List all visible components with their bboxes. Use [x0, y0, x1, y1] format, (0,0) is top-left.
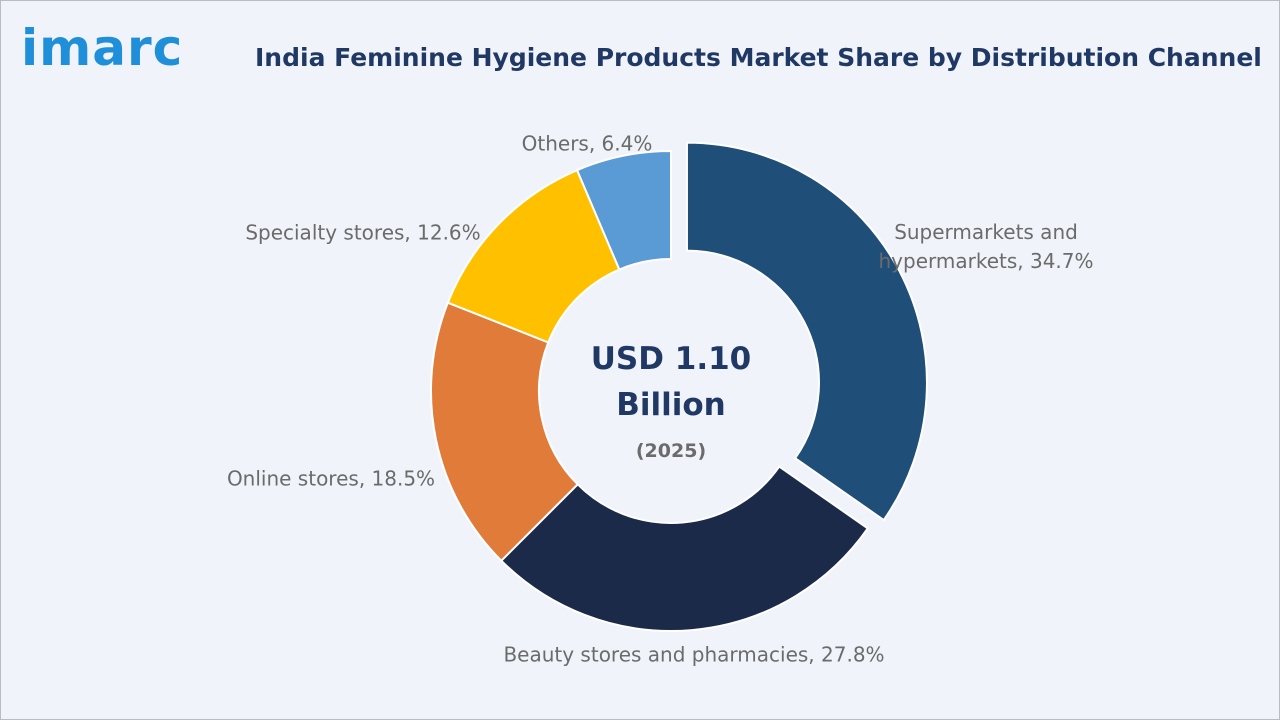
slice-label: Supermarkets and hypermarkets, 34.7% — [878, 220, 1094, 273]
center-subtext: (2025) — [635, 440, 707, 462]
logo: imarc — [21, 19, 184, 77]
center-label: USD 1.10 Billion (2025) — [571, 336, 771, 462]
slice-label: Online stores, 18.5% — [226, 466, 436, 491]
donut-slice — [430, 301, 580, 563]
chart-title: India Feminine Hygiene Products Market S… — [255, 43, 1262, 72]
slice-label: Specialty stores, 12.6% — [245, 220, 481, 245]
slice-label: Others, 6.4% — [521, 131, 653, 156]
donut-slice — [499, 465, 870, 632]
donut-slice — [685, 141, 928, 522]
slice-label: Beauty stores and pharmacies, 27.8% — [503, 642, 885, 667]
donut-slice — [575, 149, 672, 271]
center-text: USD 1.10 Billion — [590, 341, 752, 423]
